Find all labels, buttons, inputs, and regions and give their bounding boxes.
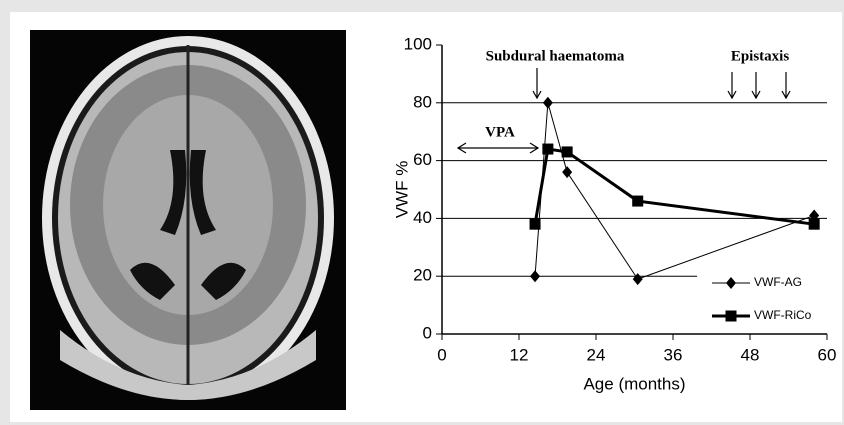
- marker: [632, 195, 644, 207]
- marker: [562, 166, 573, 179]
- x-tick-label: 12: [510, 345, 529, 364]
- arrow-head: [751, 90, 761, 100]
- marker: [809, 209, 820, 222]
- y-tick-label: 40: [413, 208, 432, 227]
- mri-image: [30, 30, 346, 410]
- annotation: Subdural haematoma: [486, 48, 625, 64]
- marker: [808, 218, 820, 230]
- ventricles: [160, 150, 216, 235]
- x-tick-label: 48: [741, 345, 760, 364]
- marker: [726, 277, 736, 289]
- y-tick-label: 60: [413, 150, 432, 169]
- marker: [530, 270, 541, 283]
- y-tick-label: 0: [423, 323, 432, 342]
- marker: [725, 310, 737, 322]
- annotation: Epistaxis: [731, 48, 790, 64]
- y-tick-label: 80: [413, 92, 432, 111]
- legend-label: VWF-AG: [754, 275, 802, 289]
- marker: [632, 273, 643, 286]
- arrow-head: [532, 90, 542, 100]
- legend-box: [697, 265, 832, 329]
- arrow-head: [781, 90, 791, 100]
- y-tick-label: 100: [404, 34, 432, 53]
- x-tick-label: 36: [664, 345, 683, 364]
- posterior-horns: [130, 262, 246, 300]
- x-tick-label: 24: [587, 345, 606, 364]
- x-tick-label: 0: [437, 345, 446, 364]
- y-tick-label: 20: [413, 266, 432, 285]
- annotation: VPA: [485, 124, 515, 140]
- legend-label: VWF-RiCo: [754, 308, 812, 322]
- arrow-head: [456, 142, 540, 154]
- x-tick-label: 60: [818, 345, 837, 364]
- marker: [542, 143, 554, 155]
- arrow-head: [727, 90, 737, 100]
- subdural-collection: [60, 330, 316, 400]
- marker: [542, 96, 553, 109]
- y-axis-label: VWF %: [392, 161, 411, 219]
- marker: [529, 218, 541, 230]
- x-axis-label: Age (months): [583, 374, 685, 393]
- marker: [561, 146, 573, 158]
